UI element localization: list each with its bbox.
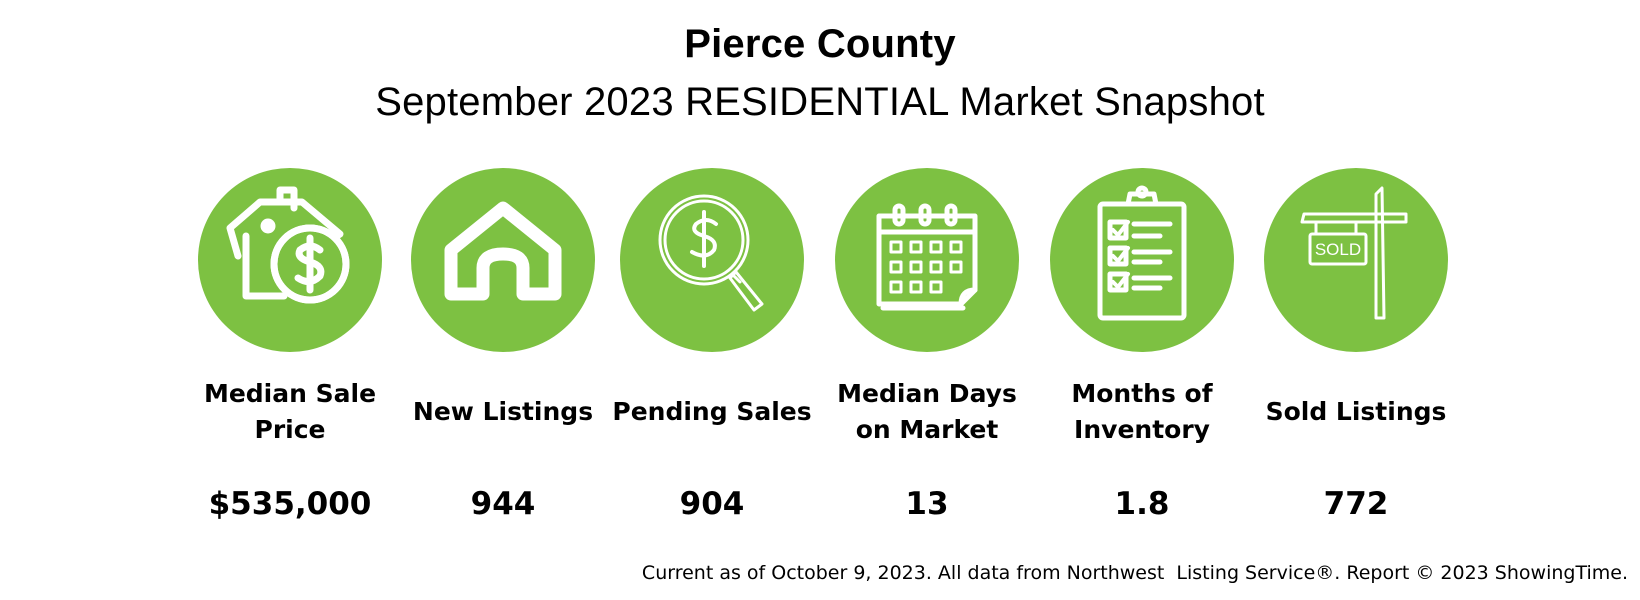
stat-label: Months of Inventory [1071, 379, 1213, 444]
footer-note: Current as of October 9, 2023. All data … [641, 562, 1628, 584]
sold-sign-icon: SOLD [1264, 168, 1448, 352]
clipboard-checklist-icon [1050, 168, 1234, 352]
house-icon [411, 168, 595, 352]
sold-sign-text: SOLD [1315, 240, 1361, 259]
stat-value: 772 [1323, 486, 1389, 522]
stat-median-sale-price: Median Sale Price $535,000 [170, 168, 410, 522]
stat-value: $535,000 [208, 486, 372, 522]
stat-value: 13 [905, 486, 949, 522]
page-title: Pierce County [684, 22, 956, 66]
stat-months-of-inventory: Months of Inventory 1.8 [1022, 168, 1262, 522]
stat-median-days-on-market: Median Days on Market 13 [807, 168, 1047, 522]
stat-label: Median Days on Market [837, 379, 1017, 444]
stat-pending-sales: Pending Sales 904 [592, 168, 832, 522]
stat-value: 904 [679, 486, 745, 522]
stat-label: Sold Listings [1265, 397, 1447, 426]
house-dollar-icon [198, 168, 382, 352]
stat-label: Pending Sales [612, 397, 812, 426]
stat-label: New Listings [412, 397, 594, 426]
magnifier-dollar-icon [620, 168, 804, 352]
stat-sold-listings: SOLD Sold Listings 772 [1236, 168, 1476, 522]
page-subtitle: September 2023 RESIDENTIAL Market Snapsh… [375, 80, 1265, 124]
stat-value: 1.8 [1114, 486, 1170, 522]
stat-value: 944 [470, 486, 536, 522]
calendar-icon [835, 168, 1019, 352]
stat-new-listings: New Listings 944 [383, 168, 623, 522]
stat-label: Median Sale Price [203, 379, 377, 444]
